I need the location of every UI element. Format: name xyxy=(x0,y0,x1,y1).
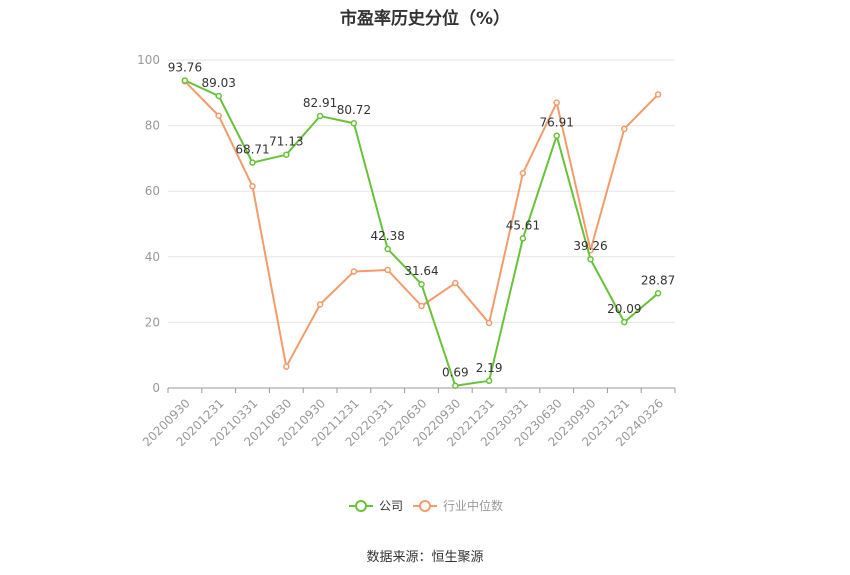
industry-point xyxy=(215,112,222,120)
series-company xyxy=(181,77,662,389)
company-point xyxy=(452,382,459,389)
industry-point xyxy=(384,266,391,274)
y-tick-label: 100 xyxy=(137,53,160,67)
legend[interactable]: 公司 行业中位数 xyxy=(349,498,503,513)
company-point xyxy=(249,159,256,166)
data-label: 89.03 xyxy=(202,76,236,90)
data-label: 28.87 xyxy=(641,273,675,287)
industry-point xyxy=(654,91,662,98)
data-source: 数据来源：恒生聚源 xyxy=(366,550,484,565)
chart-title: 市盈率历史分位（%） xyxy=(339,9,511,29)
data-label: 31.64 xyxy=(404,264,438,278)
y-axis-ticks: 0 20 40 60 80 100 xyxy=(137,53,160,395)
company-point xyxy=(587,255,594,263)
industry-line xyxy=(184,80,659,368)
data-label: 80.72 xyxy=(337,103,371,117)
industry-point xyxy=(316,301,324,308)
company-point xyxy=(350,119,358,127)
industry-point xyxy=(418,302,425,310)
y-tick-label: 60 xyxy=(145,184,160,198)
company-point xyxy=(283,151,290,158)
company-point xyxy=(553,132,560,139)
industry-point xyxy=(452,279,459,287)
legend-company-label: 公司 xyxy=(379,499,403,513)
grid-lines xyxy=(168,59,675,323)
data-label: 68.71 xyxy=(235,143,269,157)
industry-point xyxy=(519,169,527,177)
industry-point xyxy=(485,319,493,327)
company-point xyxy=(654,290,662,297)
legend-industry-marker xyxy=(419,500,431,512)
data-label: 42.38 xyxy=(371,229,405,243)
industry-point xyxy=(249,183,256,190)
industry-point xyxy=(553,99,560,106)
y-tick-label: 0 xyxy=(152,381,160,395)
data-label: 2.19 xyxy=(476,361,503,375)
company-point xyxy=(384,245,391,253)
data-label: 39.26 xyxy=(573,239,607,253)
legend-company-marker xyxy=(355,500,367,512)
y-tick-label: 20 xyxy=(145,315,160,329)
company-point xyxy=(316,112,324,120)
data-label: 93.76 xyxy=(168,60,202,74)
company-point xyxy=(519,235,527,242)
y-tick-label: 40 xyxy=(145,250,160,264)
company-point xyxy=(181,77,189,84)
data-label: 76.91 xyxy=(540,116,574,130)
industry-point xyxy=(283,363,290,370)
data-label: 82.91 xyxy=(303,96,337,110)
industry-point xyxy=(350,268,358,275)
company-point xyxy=(418,280,425,288)
series-industry xyxy=(181,78,662,370)
legend-industry-label: 行业中位数 xyxy=(443,498,503,513)
data-label: 71.13 xyxy=(269,135,303,149)
data-label: 0.69 xyxy=(442,366,469,380)
x-axis: 2020093020201231202103312021063020210930… xyxy=(140,387,676,449)
data-label: 45.61 xyxy=(506,218,540,232)
company-point xyxy=(621,318,628,326)
industry-point xyxy=(621,125,628,133)
y-tick-label: 80 xyxy=(145,119,160,133)
company-point xyxy=(215,92,222,100)
company-point xyxy=(485,377,493,385)
data-label: 20.09 xyxy=(607,302,641,316)
